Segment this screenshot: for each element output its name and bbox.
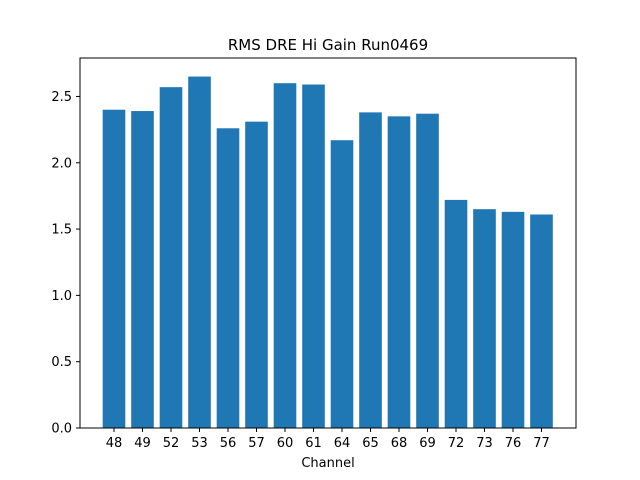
x-tick-label-57: 57 bbox=[248, 436, 265, 451]
x-tick-label-73: 73 bbox=[476, 436, 493, 451]
x-tick-label-53: 53 bbox=[191, 436, 208, 451]
y-tick-label-2.0: 2.0 bbox=[51, 156, 72, 171]
y-tick-label-1.5: 1.5 bbox=[51, 223, 72, 238]
bar-68 bbox=[387, 116, 411, 428]
y-tick-label-1.0: 1.0 bbox=[51, 289, 72, 304]
bars-group bbox=[102, 76, 553, 429]
bar-64 bbox=[330, 140, 354, 428]
x-tick-label-77: 77 bbox=[533, 436, 550, 451]
x-tick-label-72: 72 bbox=[448, 436, 465, 451]
bar-65 bbox=[359, 112, 382, 429]
x-tick-label-65: 65 bbox=[362, 436, 379, 451]
bar-60 bbox=[273, 83, 297, 428]
bar-61 bbox=[302, 84, 325, 428]
y-tick-label-0.5: 0.5 bbox=[51, 355, 72, 370]
x-tick-label-49: 49 bbox=[134, 436, 151, 451]
bar-52 bbox=[159, 87, 183, 428]
bar-53 bbox=[188, 76, 211, 428]
x-tick-label-76: 76 bbox=[505, 436, 522, 451]
x-axis: 48 49 52 53 56 57 60 61 64 65 68 69 72 73 76 77 bbox=[106, 428, 550, 451]
x-tick-label-68: 68 bbox=[391, 436, 408, 451]
bar-49 bbox=[131, 111, 154, 428]
bar-69 bbox=[416, 113, 439, 429]
chart-title: RMS DRE Hi Gain Run0469 bbox=[228, 36, 428, 54]
x-tick-label-56: 56 bbox=[220, 436, 237, 451]
x-tick-label-61: 61 bbox=[305, 436, 322, 451]
bar-73 bbox=[473, 209, 496, 428]
y-tick-label-0.0: 0.0 bbox=[51, 422, 72, 437]
x-tick-label-69: 69 bbox=[419, 436, 436, 451]
bar-57 bbox=[245, 121, 268, 428]
x-tick-label-60: 60 bbox=[277, 436, 294, 451]
x-tick-label-48: 48 bbox=[106, 436, 123, 451]
x-tick-label-64: 64 bbox=[334, 436, 351, 451]
bar-72 bbox=[444, 199, 468, 428]
bar-48 bbox=[102, 109, 126, 428]
plot-frame bbox=[79, 57, 577, 429]
bar-76 bbox=[501, 211, 525, 428]
x-axis-label: Channel bbox=[301, 456, 354, 471]
bar-77 bbox=[530, 214, 553, 428]
x-tick-label-52: 52 bbox=[163, 436, 180, 451]
y-axis: 0.0 0.5 1.0 1.5 2.0 2.5 bbox=[51, 90, 80, 437]
y-tick-label-2.5: 2.5 bbox=[51, 90, 72, 105]
bar-56 bbox=[216, 128, 240, 428]
